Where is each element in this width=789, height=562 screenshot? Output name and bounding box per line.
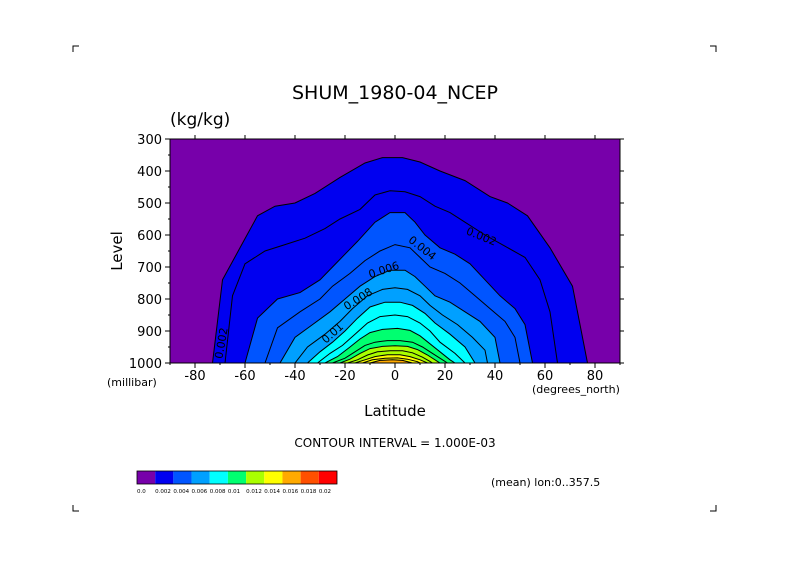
contour-line-13 — [362, 357, 421, 363]
colorbar: 0.0 0.002 0.004 0.006 0.008 0.01 0.012 0.014 0.0… — [136, 470, 338, 495]
colorbar-swatch — [155, 471, 174, 484]
contour-line-2 — [244, 212, 533, 363]
contour-line-9 — [332, 340, 448, 363]
contour-line-0 — [212, 157, 588, 363]
x-tick-label: 80 — [587, 369, 604, 384]
colorbar-swatch — [209, 471, 228, 484]
contour-line-8 — [324, 327, 456, 363]
colorbar-label: 0.014 — [264, 489, 280, 495]
colorbar-swatch — [137, 471, 156, 484]
colorbar-swatch — [191, 471, 210, 484]
contour-interval-note: CONTOUR INTERVAL = 1.000E-03 — [294, 436, 495, 450]
colorbar-label: 0.0 — [137, 489, 146, 495]
contour-line-3 — [264, 244, 521, 363]
colorbar-swatch — [318, 471, 337, 484]
y-tick-label: 400 — [137, 165, 162, 180]
colorbar-swatch — [173, 471, 192, 484]
contour-line-14 — [369, 359, 413, 363]
contour-line-12 — [354, 354, 428, 363]
x-tick-label: 60 — [537, 369, 554, 384]
crop-mark-top-right — [710, 45, 717, 52]
colorbar-label: 0.01 — [228, 489, 240, 495]
y-axis-label: Level — [108, 231, 126, 271]
colorbar-label: 0.02 — [319, 489, 331, 495]
crop-mark-top-left — [72, 45, 79, 52]
colorbar-label: 0.012 — [246, 489, 262, 495]
crop-marks — [72, 45, 717, 512]
y-tick-label: 700 — [137, 261, 162, 276]
colorbar-label: 0.018 — [301, 489, 317, 495]
y-axis-ticks: 300 400 500 600 700 800 900 1000 — [129, 133, 624, 372]
colorbar-swatch — [227, 471, 247, 484]
colorbar-label: 0.002 — [155, 489, 171, 495]
contour-line-10 — [339, 345, 441, 363]
y-tick-label: 800 — [137, 293, 162, 308]
y-tick-label: 1000 — [129, 357, 162, 372]
colorbar-swatch — [246, 471, 265, 484]
contour-label-0: 0.002 — [212, 327, 230, 360]
colorbar-swatch — [264, 471, 283, 484]
contour-line-1 — [224, 190, 558, 363]
x-tick-label: -80 — [184, 369, 205, 384]
contour-line-11 — [347, 350, 433, 363]
colorbar-swatch — [300, 471, 319, 484]
y-tick-label: 500 — [137, 197, 162, 212]
x-tick-label: 40 — [487, 369, 504, 384]
x-tick-label: 20 — [437, 369, 454, 384]
crop-mark-bottom-right — [710, 505, 717, 512]
y-tick-label: 900 — [137, 325, 162, 340]
contour-line-4 — [279, 269, 501, 363]
y-tick-label: 600 — [137, 229, 162, 244]
x-axis-ticks: -80 -60 -40 -20 0 20 40 60 80 — [169, 135, 621, 384]
contour-line-6 — [307, 301, 476, 363]
chart-title: SHUM_1980-04_NCEP — [292, 82, 498, 104]
colorbar-label: 0.006 — [192, 489, 208, 495]
x-tick-label: -40 — [284, 369, 305, 384]
contour-lines — [212, 157, 588, 363]
x-tick-label: -60 — [234, 369, 255, 384]
x-tick-label: 0 — [391, 369, 399, 384]
x-axis-unit: (degrees_north) — [532, 383, 620, 396]
crop-mark-bottom-left — [72, 505, 79, 512]
y-axis-unit: (millibar) — [107, 376, 157, 389]
y-tick-label: 300 — [137, 133, 162, 148]
contour-line-5 — [294, 287, 488, 363]
colorbar-frame — [136, 470, 338, 485]
contour-line-7 — [317, 314, 466, 363]
units-label: (kg/kg) — [170, 110, 230, 130]
colorbar-label: 0.004 — [173, 489, 189, 495]
x-axis-label: Latitude — [364, 402, 426, 420]
footer-note: (mean) lon:0..357.5 — [491, 476, 600, 489]
colorbar-label: 0.016 — [282, 489, 298, 495]
x-tick-label: -20 — [334, 369, 355, 384]
colorbar-label: 0.008 — [210, 489, 226, 495]
colorbar-swatch — [282, 471, 301, 484]
